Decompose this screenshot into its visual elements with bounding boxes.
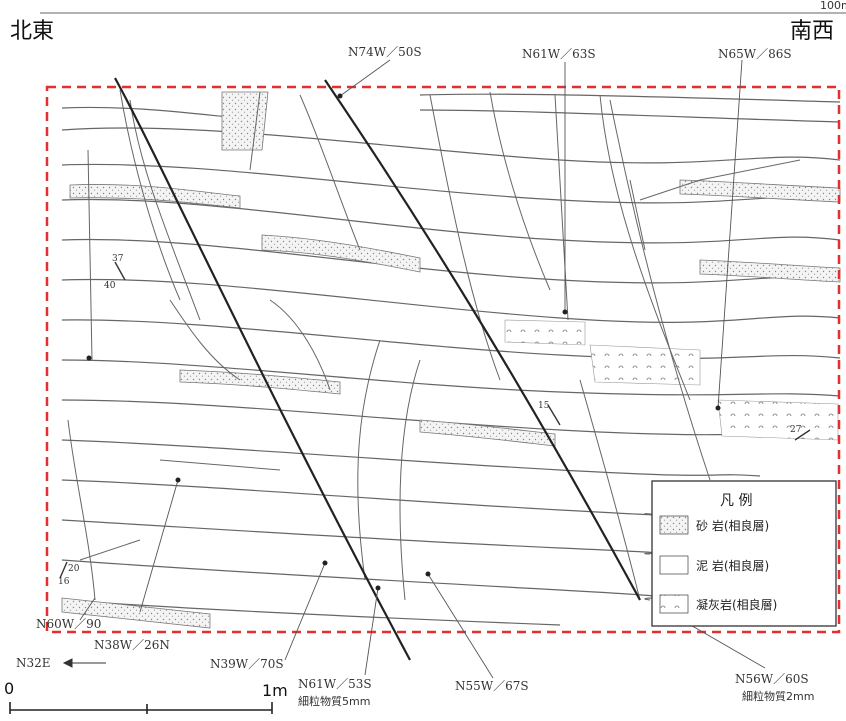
direction-left-label: 北東 [10, 19, 54, 44]
scalebar-end: 1m [262, 681, 288, 700]
label-fine-5mm: 細粒物質5mm [298, 694, 370, 708]
label-n56w: N56W／60S [735, 672, 809, 686]
label-n55w: N55W／67S [455, 679, 529, 693]
dip-label-15: 15 [538, 401, 550, 411]
label-n61w-bottom: N61W／53S [298, 677, 372, 691]
scalebar-start: 0 [4, 679, 14, 698]
label-n39w: N39W／70S [210, 657, 284, 671]
label-n60w: N60W／90 [36, 617, 101, 631]
tuff-patches [505, 320, 838, 440]
legend-label-sand: 砂 岩(相良層) [696, 518, 769, 533]
label-fine-2mm: 細粒物質2mm [742, 689, 814, 703]
dip-label-40: 40 [104, 281, 116, 291]
legend: 凡 例 砂 岩(相良層) 泥 岩(相良層) 凝灰岩(相良層) [652, 481, 836, 626]
legend-label-tuff: 凝灰岩(相良層) [696, 597, 777, 612]
legend-swatch-sand [660, 516, 688, 534]
label-n65w: N65W／86S [718, 47, 792, 61]
arrow-label-n32e: N32E [16, 656, 51, 670]
legend-title: 凡 例 [720, 493, 752, 509]
dip-label-20: 20 [68, 564, 80, 574]
label-n38w: N38W／26N [94, 638, 170, 652]
main-faults [115, 78, 640, 660]
legend-swatch-tuff [660, 595, 688, 613]
legend-swatch-mud [660, 556, 688, 574]
label-n74w: N74W／50S [348, 45, 422, 59]
label-n61w-top: N61W／63S [522, 47, 596, 61]
scalebar [10, 702, 272, 714]
corner-scale-label: 100m [820, 0, 846, 12]
legend-label-mud: 泥 岩(相良層) [696, 558, 769, 573]
north-arrow-icon [64, 659, 106, 667]
direction-right-label: 南西 [790, 19, 834, 44]
dip-label-16: 16 [58, 577, 70, 587]
dip-label-37: 37 [112, 254, 124, 264]
dip-label-27: 27 [790, 425, 802, 435]
